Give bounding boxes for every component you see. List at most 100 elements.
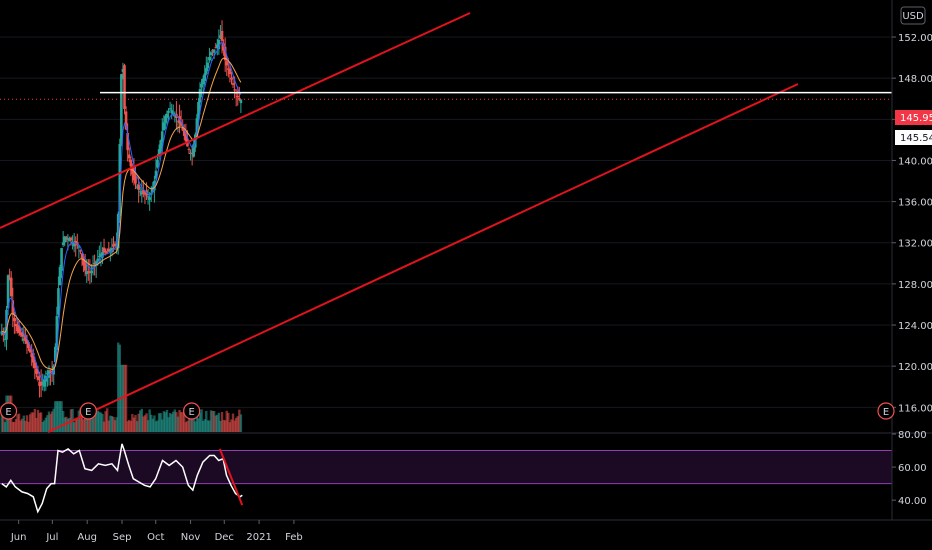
- volume-bar: [96, 410, 99, 432]
- volume-bar: [159, 413, 162, 432]
- last-price-label: 145.95: [900, 113, 932, 124]
- volume-bar: [39, 412, 43, 432]
- candle: [27, 342, 30, 349]
- volume-bar: [28, 414, 32, 432]
- volume-bar: [43, 420, 46, 432]
- candle: [35, 368, 38, 374]
- candle: [230, 77, 233, 80]
- candle: [176, 120, 180, 122]
- candle: [57, 288, 60, 315]
- candle: [28, 348, 32, 353]
- volume-bar: [105, 408, 109, 432]
- candle: [219, 35, 222, 39]
- candle: [101, 252, 104, 258]
- volume-bar: [230, 419, 233, 432]
- candle: [93, 263, 96, 265]
- earnings-marker-label: E: [85, 407, 91, 418]
- candle: [222, 43, 225, 51]
- candle: [104, 250, 107, 253]
- volume-bar: [179, 412, 183, 432]
- candle: [162, 122, 166, 131]
- candle: [206, 62, 210, 69]
- candle: [11, 300, 15, 315]
- candle: [140, 192, 144, 195]
- volume-bar: [17, 413, 21, 432]
- volume-bar: [104, 411, 107, 432]
- volume-bar: [228, 422, 232, 432]
- candle: [19, 332, 22, 335]
- candle: [61, 242, 65, 246]
- earnings-marker[interactable]: E: [877, 402, 895, 420]
- earnings-marker-circle: [183, 402, 201, 420]
- volume-bar: [32, 412, 35, 432]
- candle: [94, 261, 98, 265]
- volume-bar: [238, 409, 241, 432]
- candle: [64, 236, 68, 238]
- rsi-band: [0, 450, 892, 484]
- volume-bar: [80, 411, 84, 432]
- volume-bar: [93, 410, 96, 432]
- volume-bar: [192, 418, 195, 432]
- earnings-marker[interactable]: E: [79, 402, 97, 420]
- candle: [127, 154, 131, 159]
- candle: [211, 49, 214, 51]
- volume-bar: [22, 415, 26, 432]
- candle: [129, 159, 133, 167]
- last-price-tag: [895, 110, 932, 125]
- volume-bar: [223, 420, 227, 432]
- candle: [39, 381, 43, 386]
- volume-bar: [38, 412, 41, 432]
- volume-bar: [24, 420, 27, 432]
- earnings-marker[interactable]: E: [0, 402, 18, 420]
- candle: [87, 271, 90, 273]
- candle: [74, 240, 78, 245]
- candle: [151, 186, 155, 193]
- volume-bar: [74, 417, 77, 432]
- volume-bar: [128, 419, 131, 432]
- time-tick-label: Oct: [147, 532, 164, 543]
- earnings-marker-label: E: [5, 407, 11, 418]
- volume-bar: [11, 422, 15, 432]
- candle: [30, 353, 33, 358]
- ema-slow-line: [1, 57, 242, 371]
- volume-bar: [107, 420, 110, 432]
- candle: [238, 98, 241, 100]
- candle: [80, 253, 84, 259]
- candle: [132, 170, 136, 181]
- candle: [42, 378, 46, 387]
- volume-bar: [61, 411, 65, 432]
- volume-bar: [124, 364, 128, 432]
- candle: [16, 324, 19, 332]
- candle: [167, 110, 170, 113]
- trendlines[interactable]: [0, 12, 892, 433]
- volume-bar: [225, 410, 228, 432]
- earnings-marker-circle: [0, 402, 18, 420]
- volume-bar: [41, 421, 44, 432]
- volume-bar: [137, 413, 140, 432]
- candle: [8, 277, 11, 279]
- volume-bar: [58, 401, 62, 432]
- candle: [137, 184, 140, 190]
- volume-bar: [206, 420, 210, 432]
- candle: [197, 102, 200, 120]
- candle: [109, 249, 112, 253]
- price-tick-label: 132.00: [898, 239, 932, 250]
- volume-bar: [183, 408, 186, 432]
- volume-bar: [129, 420, 132, 432]
- candle: [160, 131, 164, 142]
- earnings-marker-label: E: [189, 407, 195, 418]
- volume-bar: [33, 408, 37, 432]
- volume-bar: [239, 414, 243, 432]
- volume-bar: [27, 421, 30, 432]
- volume-bar: [173, 409, 177, 432]
- currency-badge[interactable]: [900, 6, 926, 25]
- volume-bar: [79, 408, 82, 432]
- candle: [135, 186, 139, 188]
- earnings-marker[interactable]: E: [183, 402, 201, 420]
- candle: [217, 39, 221, 50]
- volume-bar: [82, 419, 85, 432]
- candle: [3, 338, 7, 340]
- volume-bar: [87, 414, 90, 432]
- candle: [216, 44, 219, 48]
